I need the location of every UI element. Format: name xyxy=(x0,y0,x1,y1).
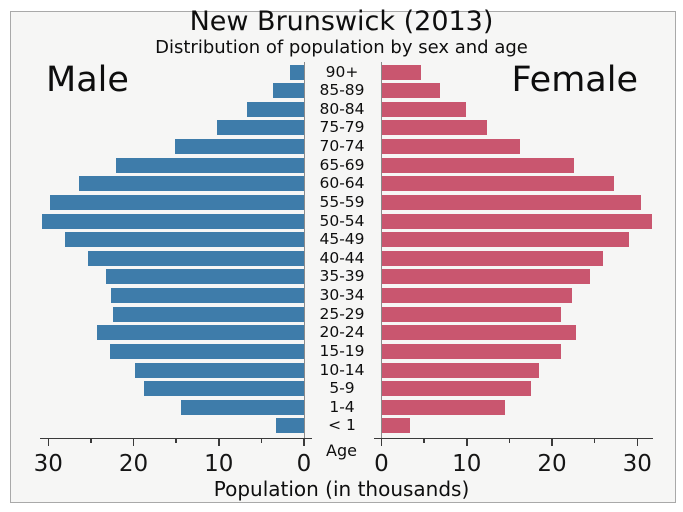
pyramid-bar-male xyxy=(181,399,304,415)
pyramid-bar-male xyxy=(246,101,304,117)
pyramid-bar-male xyxy=(96,325,304,341)
pyramid-bar-female xyxy=(381,232,629,248)
pyramid-bar-female xyxy=(381,288,572,304)
age-group-label: 5-9 xyxy=(329,379,355,398)
female-axis-tick-label: 0 xyxy=(374,451,389,477)
pyramid-bar-female xyxy=(381,343,561,359)
female-zero-axis-line xyxy=(381,62,382,438)
x-axis-label: Population (in thousands) xyxy=(213,477,470,501)
female-axis-minor-tick xyxy=(593,439,596,443)
female-axis-minor-tick xyxy=(423,439,425,443)
female-axis-major-tick xyxy=(380,439,383,446)
pyramid-bar-female xyxy=(381,213,652,229)
male-axis-tick-label: 20 xyxy=(118,451,149,477)
female-axis-major-tick xyxy=(551,439,553,446)
male-axis-minor-tick xyxy=(175,439,177,443)
pyramid-bar-male xyxy=(275,418,304,434)
age-group-label: 25-29 xyxy=(319,304,365,323)
age-group-label: < 1 xyxy=(328,416,356,435)
pyramid-bar-male xyxy=(115,157,304,173)
age-group-label: 40-44 xyxy=(319,248,365,267)
pyramid-bar-male xyxy=(217,120,304,136)
male-axis-tick-label: 30 xyxy=(33,451,63,477)
pyramid-bar-female xyxy=(381,139,521,155)
pyramid-bar-female xyxy=(381,157,575,173)
male-axis-line xyxy=(40,437,312,439)
pyramid-bar-male xyxy=(49,194,304,210)
age-group-label: 80-84 xyxy=(319,99,365,118)
age-group-label: 90+ xyxy=(325,62,359,81)
female-axis-line xyxy=(374,437,653,439)
age-group-label: 50-54 xyxy=(319,211,365,230)
female-axis-minor-tick xyxy=(508,439,511,443)
pyramid-bar-female xyxy=(381,120,488,136)
age-group-label: 20-24 xyxy=(319,323,365,342)
male-axis-minor-tick xyxy=(90,439,92,443)
male-series-label: Male xyxy=(46,60,129,100)
pyramid-bar-male xyxy=(143,381,304,397)
pyramid-bar-female xyxy=(381,418,411,434)
pyramid-bar-male xyxy=(88,250,304,266)
pyramid-bar-male xyxy=(110,343,304,359)
pyramid-bar-female xyxy=(381,101,466,117)
age-group-label: 65-69 xyxy=(319,155,365,174)
pyramid-bar-male xyxy=(78,176,304,192)
pyramid-bar-male xyxy=(290,64,304,80)
pyramid-bar-male xyxy=(42,213,304,229)
male-axis-major-tick xyxy=(218,439,220,446)
age-group-label: 10-14 xyxy=(319,360,365,379)
pyramid-bar-male xyxy=(135,362,304,378)
female-axis-tick-label: 10 xyxy=(452,451,482,477)
pyramid-bar-female xyxy=(381,399,506,415)
male-axis-tick-label: 10 xyxy=(204,451,234,477)
pyramid-bar-female xyxy=(381,250,604,266)
pyramid-bar-female xyxy=(381,64,421,80)
female-axis-tick-label: 20 xyxy=(537,451,567,477)
pyramid-bar-female xyxy=(381,194,641,210)
pyramid-bar-female xyxy=(381,176,615,192)
pyramid-bar-female xyxy=(381,83,441,99)
pyramid-bar-male xyxy=(175,139,304,155)
pyramid-bar-female xyxy=(381,362,540,378)
chart-subtitle: Distribution of population by sex and ag… xyxy=(155,37,528,58)
age-group-label: 70-74 xyxy=(319,137,365,156)
age-group-label: 60-64 xyxy=(319,174,365,193)
female-series-label: Female xyxy=(511,60,638,100)
pyramid-bar-female xyxy=(381,306,562,322)
pyramid-bar-male xyxy=(273,83,304,99)
chart-title: New Brunswick (2013) xyxy=(189,6,494,37)
pyramid-bar-female xyxy=(381,325,576,341)
female-axis-major-tick xyxy=(636,439,638,446)
pyramid-bar-male xyxy=(106,269,304,285)
male-axis-major-tick xyxy=(303,439,305,446)
male-axis-major-tick xyxy=(47,439,49,446)
age-group-label: 45-49 xyxy=(319,230,365,249)
age-group-label: 15-19 xyxy=(319,341,365,360)
pyramid-bar-male xyxy=(113,306,304,322)
pyramid-bar-male xyxy=(65,232,304,248)
male-axis-major-tick xyxy=(132,439,135,446)
female-axis-major-tick xyxy=(466,439,468,446)
age-axis-label: Age xyxy=(326,441,357,460)
age-group-label: 35-39 xyxy=(319,267,365,286)
male-axis-tick-label: 0 xyxy=(296,451,312,477)
male-axis-minor-tick xyxy=(260,439,263,443)
female-axis-tick-label: 30 xyxy=(622,451,652,477)
age-group-label: 75-79 xyxy=(319,118,365,137)
pyramid-bar-male xyxy=(111,288,304,304)
pyramid-bar-female xyxy=(381,269,590,285)
male-zero-axis-line xyxy=(303,62,305,438)
age-group-label: 1-4 xyxy=(329,397,355,416)
age-group-label: 85-89 xyxy=(319,81,365,100)
pyramid-bar-female xyxy=(381,381,531,397)
age-group-label: 30-34 xyxy=(319,286,365,305)
age-group-label: 55-59 xyxy=(319,192,365,211)
